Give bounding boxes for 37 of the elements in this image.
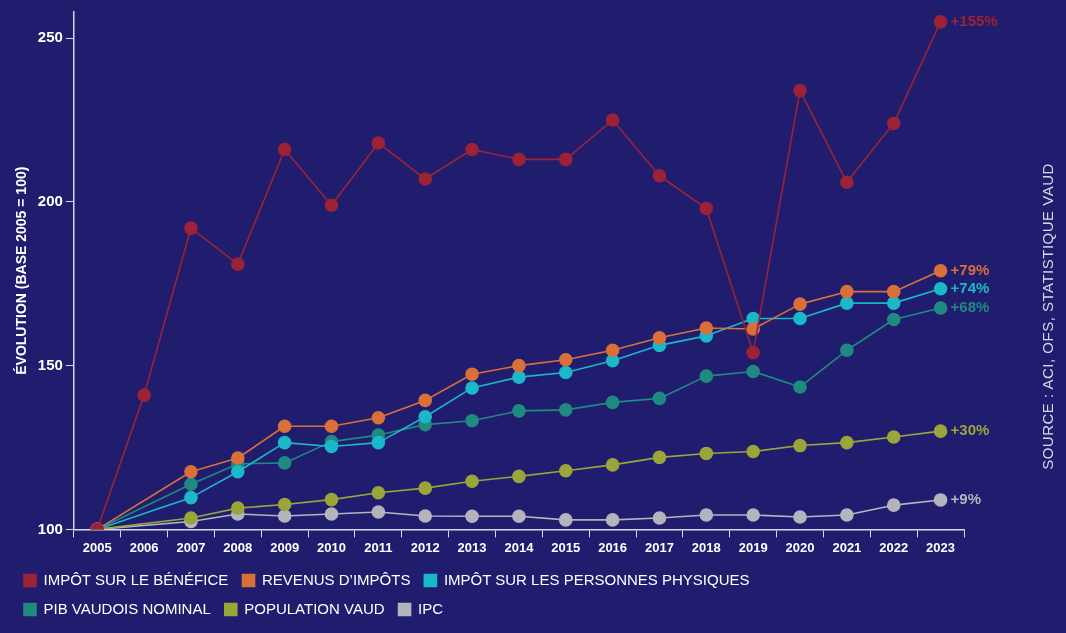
- annotation: +30%: [950, 421, 990, 439]
- source-note: SOURCE : ACI, OFS, STATISTIQUE VAUD: [1038, 163, 1056, 470]
- x-tick-label: 2021: [832, 539, 862, 555]
- y-tick-label: 250: [37, 28, 63, 46]
- annotation: +79%: [950, 260, 990, 278]
- annotation: +68%: [950, 298, 990, 316]
- x-tick-label: 2005: [82, 539, 112, 555]
- x-tick-label: 2009: [270, 539, 300, 555]
- y-tick-label: 200: [37, 192, 63, 210]
- legend-label: IPC: [418, 599, 444, 617]
- x-tick-label: 2020: [785, 539, 815, 555]
- x-tick-label: 2015: [551, 539, 581, 555]
- x-tick-label: 2012: [410, 539, 440, 555]
- legend-label: POPULATION VAUD: [244, 599, 385, 617]
- x-tick-label: 2008: [223, 539, 253, 555]
- x-tick-label: 2019: [738, 539, 768, 555]
- y-axis-title: ÉVOLUTION (BASE 2005 = 100): [13, 166, 30, 375]
- annotation: +9%: [950, 490, 982, 508]
- x-tick-label: 2022: [879, 539, 909, 555]
- y-tick-label: 150: [37, 355, 63, 373]
- x-tick-label: 2017: [645, 539, 674, 555]
- y-tick-label: 100: [37, 519, 63, 537]
- x-tick-label: 2006: [129, 539, 159, 555]
- legend-label: PIB VAUDOIS NOMINAL: [43, 599, 211, 617]
- annotation: +74%: [950, 278, 990, 296]
- x-tick-label: 2016: [598, 539, 628, 555]
- x-tick-label: 2023: [926, 539, 956, 555]
- legend-label: IMPÔT SUR LE BÉNÉFICE: [43, 570, 229, 588]
- annotation: +155%: [950, 11, 998, 29]
- x-tick-label: 2007: [176, 539, 206, 555]
- x-tick-label: 2018: [691, 539, 721, 555]
- x-tick-label: 2010: [317, 539, 346, 555]
- legend-label: REVENUS D’IMPÔTS: [262, 570, 411, 588]
- x-tick-label: 2013: [457, 539, 487, 555]
- legend-label: IMPÔT SUR LES PERSONNES PHYSIQUES: [443, 570, 750, 588]
- x-tick-label: 2014: [504, 539, 535, 555]
- x-tick-label: 2011: [364, 539, 393, 555]
